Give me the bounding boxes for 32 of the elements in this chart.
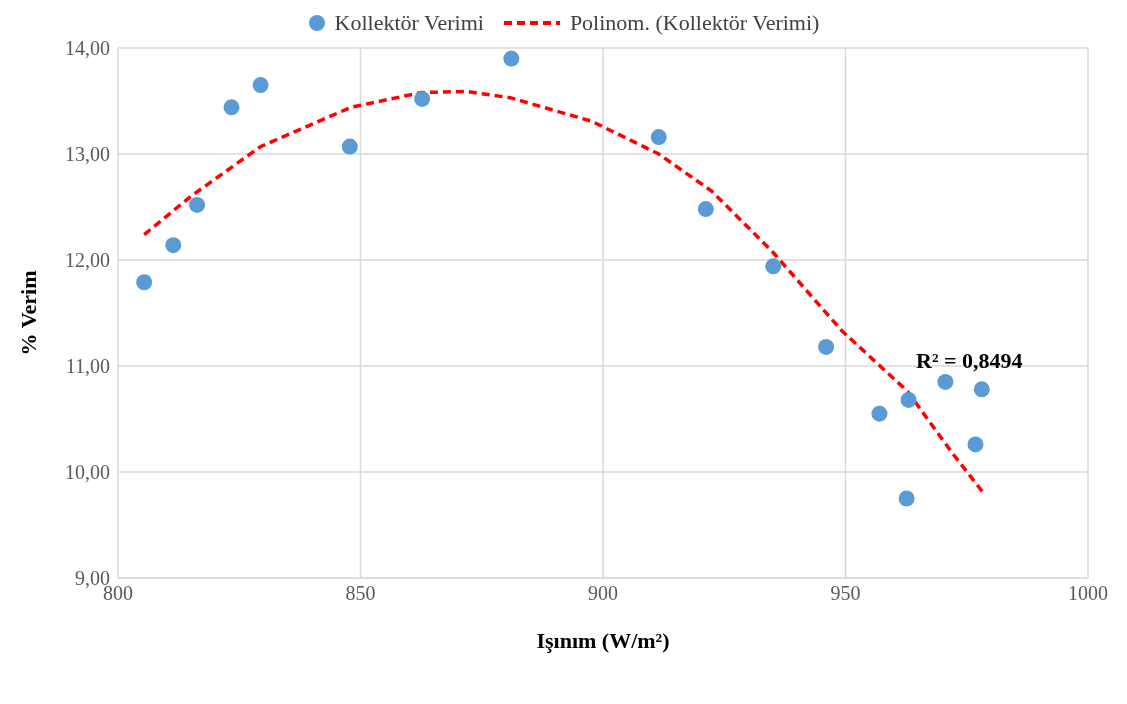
y-tick-label: 10,00 [65,461,110,484]
point [165,237,182,254]
x-axis-title: Işınım (W/m²) [536,628,670,653]
point [871,405,888,422]
annotation: R² = 0,8494 [916,348,1023,374]
point [252,77,269,94]
point [900,391,917,408]
point [223,99,240,116]
point [967,436,984,453]
point [697,201,714,218]
y-tick-label: 13,00 [65,143,110,166]
y-tick-label: 12,00 [65,249,110,272]
y-tick-label: 14,00 [65,37,110,60]
point [937,373,954,390]
x-tick-label: 950 [830,582,861,605]
point [765,258,782,275]
point [898,490,915,507]
point [414,90,431,107]
point [189,196,206,213]
point [341,138,358,155]
legend-label: Kollektör Verimi [334,10,484,36]
x-tick-label: 850 [345,582,376,605]
point [136,274,153,291]
y-axis-title: % Verim [15,270,41,356]
y-tick-label: 11,00 [65,355,110,378]
x-tick-label: 1000 [1068,582,1108,605]
point [973,381,990,398]
point [503,50,520,67]
point [818,338,835,355]
legend-label: Polinom. (Kollektör Verimi) [569,10,820,36]
point [650,129,667,146]
x-tick-label: 900 [588,582,618,605]
